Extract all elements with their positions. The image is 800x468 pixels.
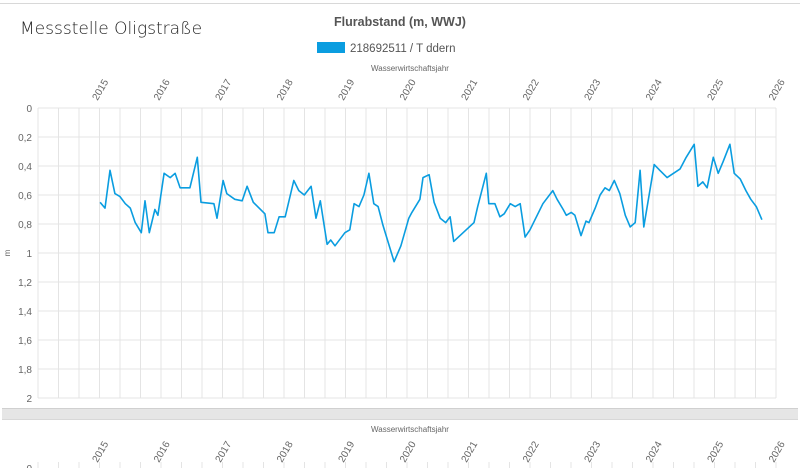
x-tick-label: 2025 bbox=[706, 77, 727, 102]
x-tick-label: 2016 bbox=[152, 77, 173, 102]
x-tick-label: 2026 bbox=[767, 77, 788, 102]
chart-title: Flurabstand (m, WWJ) bbox=[334, 15, 466, 29]
x-tick-label: 2020 bbox=[398, 439, 419, 464]
x-tick-labels-top: 2015 2016 2017 2018 2019 2020 2021 2022 2023 2024… bbox=[91, 77, 788, 102]
y-tick-label: 0 bbox=[26, 104, 32, 115]
y-tick-label: 2 bbox=[26, 394, 32, 405]
y-tick-labels: 0 0,2 0,4 0,6 0,8 1 1,2 1,4 1,6 1,8 2 bbox=[18, 104, 32, 405]
y-tick-label: 1,6 bbox=[18, 336, 32, 347]
legend-label[interactable]: 218692511 / T ddern bbox=[350, 43, 456, 55]
x-tick-label: 2019 bbox=[337, 77, 358, 102]
x-tick-label: 2025 bbox=[706, 439, 727, 464]
x-tick-label: 2026 bbox=[767, 439, 788, 464]
x-axis-title-lower: Wasserwirtschaftsjahr bbox=[371, 425, 449, 434]
grid bbox=[37, 107, 777, 399]
x-tick-label: 2016 bbox=[152, 439, 173, 464]
y-tick-label: 0,2 bbox=[18, 133, 32, 144]
x-tick-label: 2023 bbox=[583, 439, 604, 464]
x-tick-label: 2017 bbox=[214, 439, 235, 464]
x-tick-label: 2018 bbox=[275, 77, 296, 102]
x-tick-label: 2021 bbox=[460, 77, 481, 102]
y-tick-label: 1,8 bbox=[18, 365, 32, 376]
x-tick-label: 2022 bbox=[521, 439, 542, 464]
y-tick-label-lower: 0 bbox=[26, 464, 32, 468]
legend-swatch[interactable] bbox=[317, 42, 345, 53]
chart-scrollbar[interactable] bbox=[2, 408, 798, 420]
top-divider bbox=[0, 3, 800, 4]
series-layer bbox=[99, 143, 763, 263]
x-tick-label: 2018 bbox=[275, 439, 296, 464]
grid-lower: 0 bbox=[26, 462, 777, 468]
x-axis-title: Wasserwirtschaftsjahr bbox=[371, 64, 449, 73]
x-tick-label: 2024 bbox=[644, 77, 665, 102]
x-tick-label: 2021 bbox=[460, 439, 481, 464]
page-title: Messstelle Oligstraße bbox=[20, 19, 203, 39]
x-tick-label: 2015 bbox=[91, 77, 112, 102]
x-tick-label: 2020 bbox=[398, 77, 419, 102]
x-tick-label: 2019 bbox=[337, 439, 358, 464]
x-tick-label: 2022 bbox=[521, 77, 542, 102]
y-tick-label: 0,8 bbox=[18, 220, 32, 231]
y-tick-label: 1,4 bbox=[18, 307, 32, 318]
y-tick-label: 1,2 bbox=[18, 278, 32, 289]
x-tick-label: 2024 bbox=[644, 439, 665, 464]
x-tick-label: 2023 bbox=[583, 77, 604, 102]
y-tick-label: 0,4 bbox=[18, 162, 32, 173]
x-tick-label: 2015 bbox=[91, 439, 112, 464]
y-tick-label: 0,6 bbox=[18, 191, 32, 202]
series-line[interactable] bbox=[99, 143, 763, 263]
x-tick-labels-bottom: 2015 2016 2017 2018 2019 2020 2021 2022 2023 2024… bbox=[91, 439, 788, 464]
y-axis-title: m bbox=[3, 249, 12, 256]
y-tick-label: 1 bbox=[26, 249, 32, 260]
x-tick-label: 2017 bbox=[214, 77, 235, 102]
